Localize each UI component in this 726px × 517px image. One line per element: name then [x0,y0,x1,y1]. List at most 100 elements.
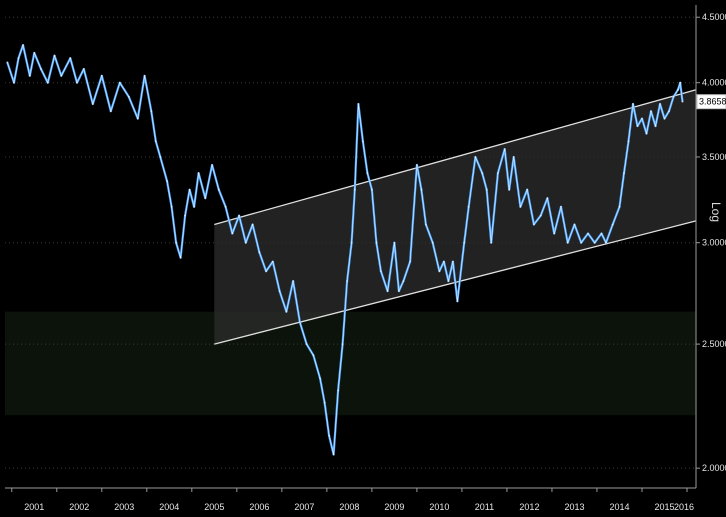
series-point [299,321,301,324]
series-point [175,241,178,244]
series-point [136,117,139,120]
series-point [560,205,562,208]
series-point [438,270,441,273]
series-point [636,125,639,127]
series-point [184,214,187,217]
series-point [611,223,614,226]
series-point [573,223,576,226]
series-point [627,140,630,143]
axes [5,5,700,492]
series-point [60,74,63,77]
series-point [447,280,450,282]
series-point [380,270,382,273]
series-point [386,290,389,292]
series-point [82,68,85,70]
x-tick-label: 2008 [339,502,359,512]
series-point [159,156,162,158]
x-tick-label: 2012 [519,502,539,512]
series-point [292,280,294,282]
series-point [632,103,634,105]
series-point [668,110,670,113]
series-point [76,81,78,84]
series-point [512,156,515,158]
x-tick-label: 2009 [384,502,404,512]
series-point [46,81,49,84]
series-point [341,343,344,345]
series-point [285,310,288,313]
series-point [645,132,648,135]
series-point [6,61,9,64]
series-point [654,125,657,127]
series-point [393,241,396,244]
series-point [258,251,261,254]
series-point [40,68,42,70]
series-point [238,214,241,217]
y-tick-label: 2.0000 [702,463,726,473]
series-point [231,232,234,235]
x-tick-label: 2011 [475,502,494,512]
series-point [587,232,589,235]
x-tick-label: 2015 [654,502,674,512]
last-value-label: 3.8658 [699,97,726,107]
series-point [319,377,321,380]
series-point [402,280,405,282]
series-point [474,156,477,158]
y-tick-label: 4.5000 [702,12,726,22]
x-tick-label: 2014 [609,502,629,512]
series-point [22,44,24,46]
series-point [323,401,326,404]
series-point [553,232,556,235]
series-point [503,148,506,151]
series-point [224,205,227,208]
series-point [328,434,330,437]
series-point [197,172,200,175]
series-point [305,343,308,345]
series-point [659,103,661,105]
series-point [416,164,418,166]
series-point [265,270,267,273]
x-tick-label: 2010 [429,502,449,512]
series-point [508,188,511,191]
series-point [600,232,603,235]
series-point [118,81,121,84]
scale-label: Log [709,202,723,222]
series-point [179,256,182,259]
x-tick-label: 2007 [294,502,314,512]
series-point [166,180,169,183]
series-layer [6,43,684,456]
x-tick-label: 2001 [24,502,44,512]
series-point [467,205,470,208]
x-tick-label: 2004 [159,502,179,512]
series-point [672,95,675,98]
series-point [217,188,220,191]
series-point [366,172,369,175]
series-point [100,74,103,77]
series-highlight [7,44,683,455]
series-point [53,54,56,57]
series-point [663,117,666,120]
axis-labels: 2.0000 2.5000 3.0000 3.5000 4.0000 4.5000 2001… [24,12,726,512]
background-band [5,311,696,416]
series-point [170,205,173,208]
series-point [681,100,684,103]
series-point [271,260,274,263]
series-point [420,188,423,191]
series-point [154,140,157,143]
series-point [69,57,72,60]
series-point [641,117,643,120]
series-point [28,74,31,77]
series-point [211,164,214,166]
series-point [150,110,153,113]
series-point [375,241,378,244]
series-point [490,241,493,244]
series-point [679,81,682,84]
series-point [623,172,625,175]
series-point [481,172,484,175]
series-point [204,197,207,200]
x-tick-label: 2005 [204,502,224,512]
series-point [127,95,130,98]
series-point [533,223,535,226]
background-bands [5,311,696,416]
series-point [312,354,315,357]
y-tick-label: 3.5000 [702,152,726,162]
